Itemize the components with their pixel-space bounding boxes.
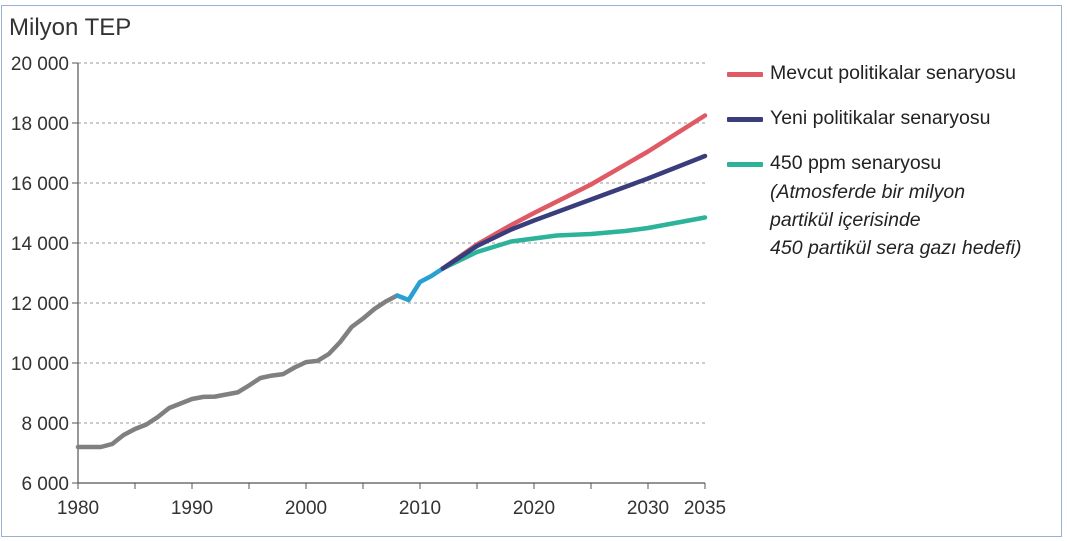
legend-label-yeni: Yeni politikalar senaryosu xyxy=(770,107,991,129)
x-tick-label-2030: 2030 xyxy=(627,498,669,519)
x-tick-label-2000: 2000 xyxy=(285,498,327,519)
y-axis-unit-label: Milyon TEP xyxy=(9,14,132,41)
y-tick-label-18000: 18 000 xyxy=(11,114,69,135)
annotation-line-1: (Atmosferde bir milyon xyxy=(770,181,966,203)
y-tick-label-8000: 8 000 xyxy=(21,414,69,435)
annotation-line-2: partikül içerisinde xyxy=(770,209,921,231)
legend-swatch-mevcut xyxy=(727,72,763,77)
legend-label-mevcut: Mevcut politikalar senaryosu xyxy=(770,62,1017,84)
y-tick-label-6000: 6 000 xyxy=(21,474,69,495)
series-line-450-ppm-senaryosu xyxy=(440,215,708,271)
y-tick-label-16000: 16 000 xyxy=(11,174,69,195)
tick-labels: 6 000 8 000 10 000 12 000 14 000 16 000 18 000… xyxy=(11,54,726,519)
x-tick-label-2035: 2035 xyxy=(684,498,726,519)
axes xyxy=(72,62,706,489)
x-tick-label-1990: 1990 xyxy=(171,498,213,519)
x-tick-label-1980: 1980 xyxy=(57,498,99,519)
series-lines xyxy=(75,113,708,450)
y-tick-label-20000: 20 000 xyxy=(11,54,69,75)
x-tick-label-2010: 2010 xyxy=(399,498,441,519)
series-line-historical xyxy=(75,293,400,450)
grid-lines xyxy=(78,62,705,424)
legend-swatch-450ppm xyxy=(727,162,763,167)
x-tick-label-2020: 2020 xyxy=(513,498,555,519)
y-tick-label-10000: 10 000 xyxy=(11,354,69,375)
y-tick-label-14000: 14 000 xyxy=(11,234,69,255)
legend-label-450ppm: 450 ppm senaryosu xyxy=(770,152,942,174)
chart-frame xyxy=(1,5,1062,537)
series-line-yeni-politikalar-senaryosu xyxy=(440,153,708,271)
annotation-line-3: 450 partikül sera gazı hedefi) xyxy=(770,237,1022,259)
series-line-recent xyxy=(394,266,446,303)
legend-swatch-yeni xyxy=(727,117,763,122)
y-tick-label-12000: 12 000 xyxy=(11,294,69,315)
